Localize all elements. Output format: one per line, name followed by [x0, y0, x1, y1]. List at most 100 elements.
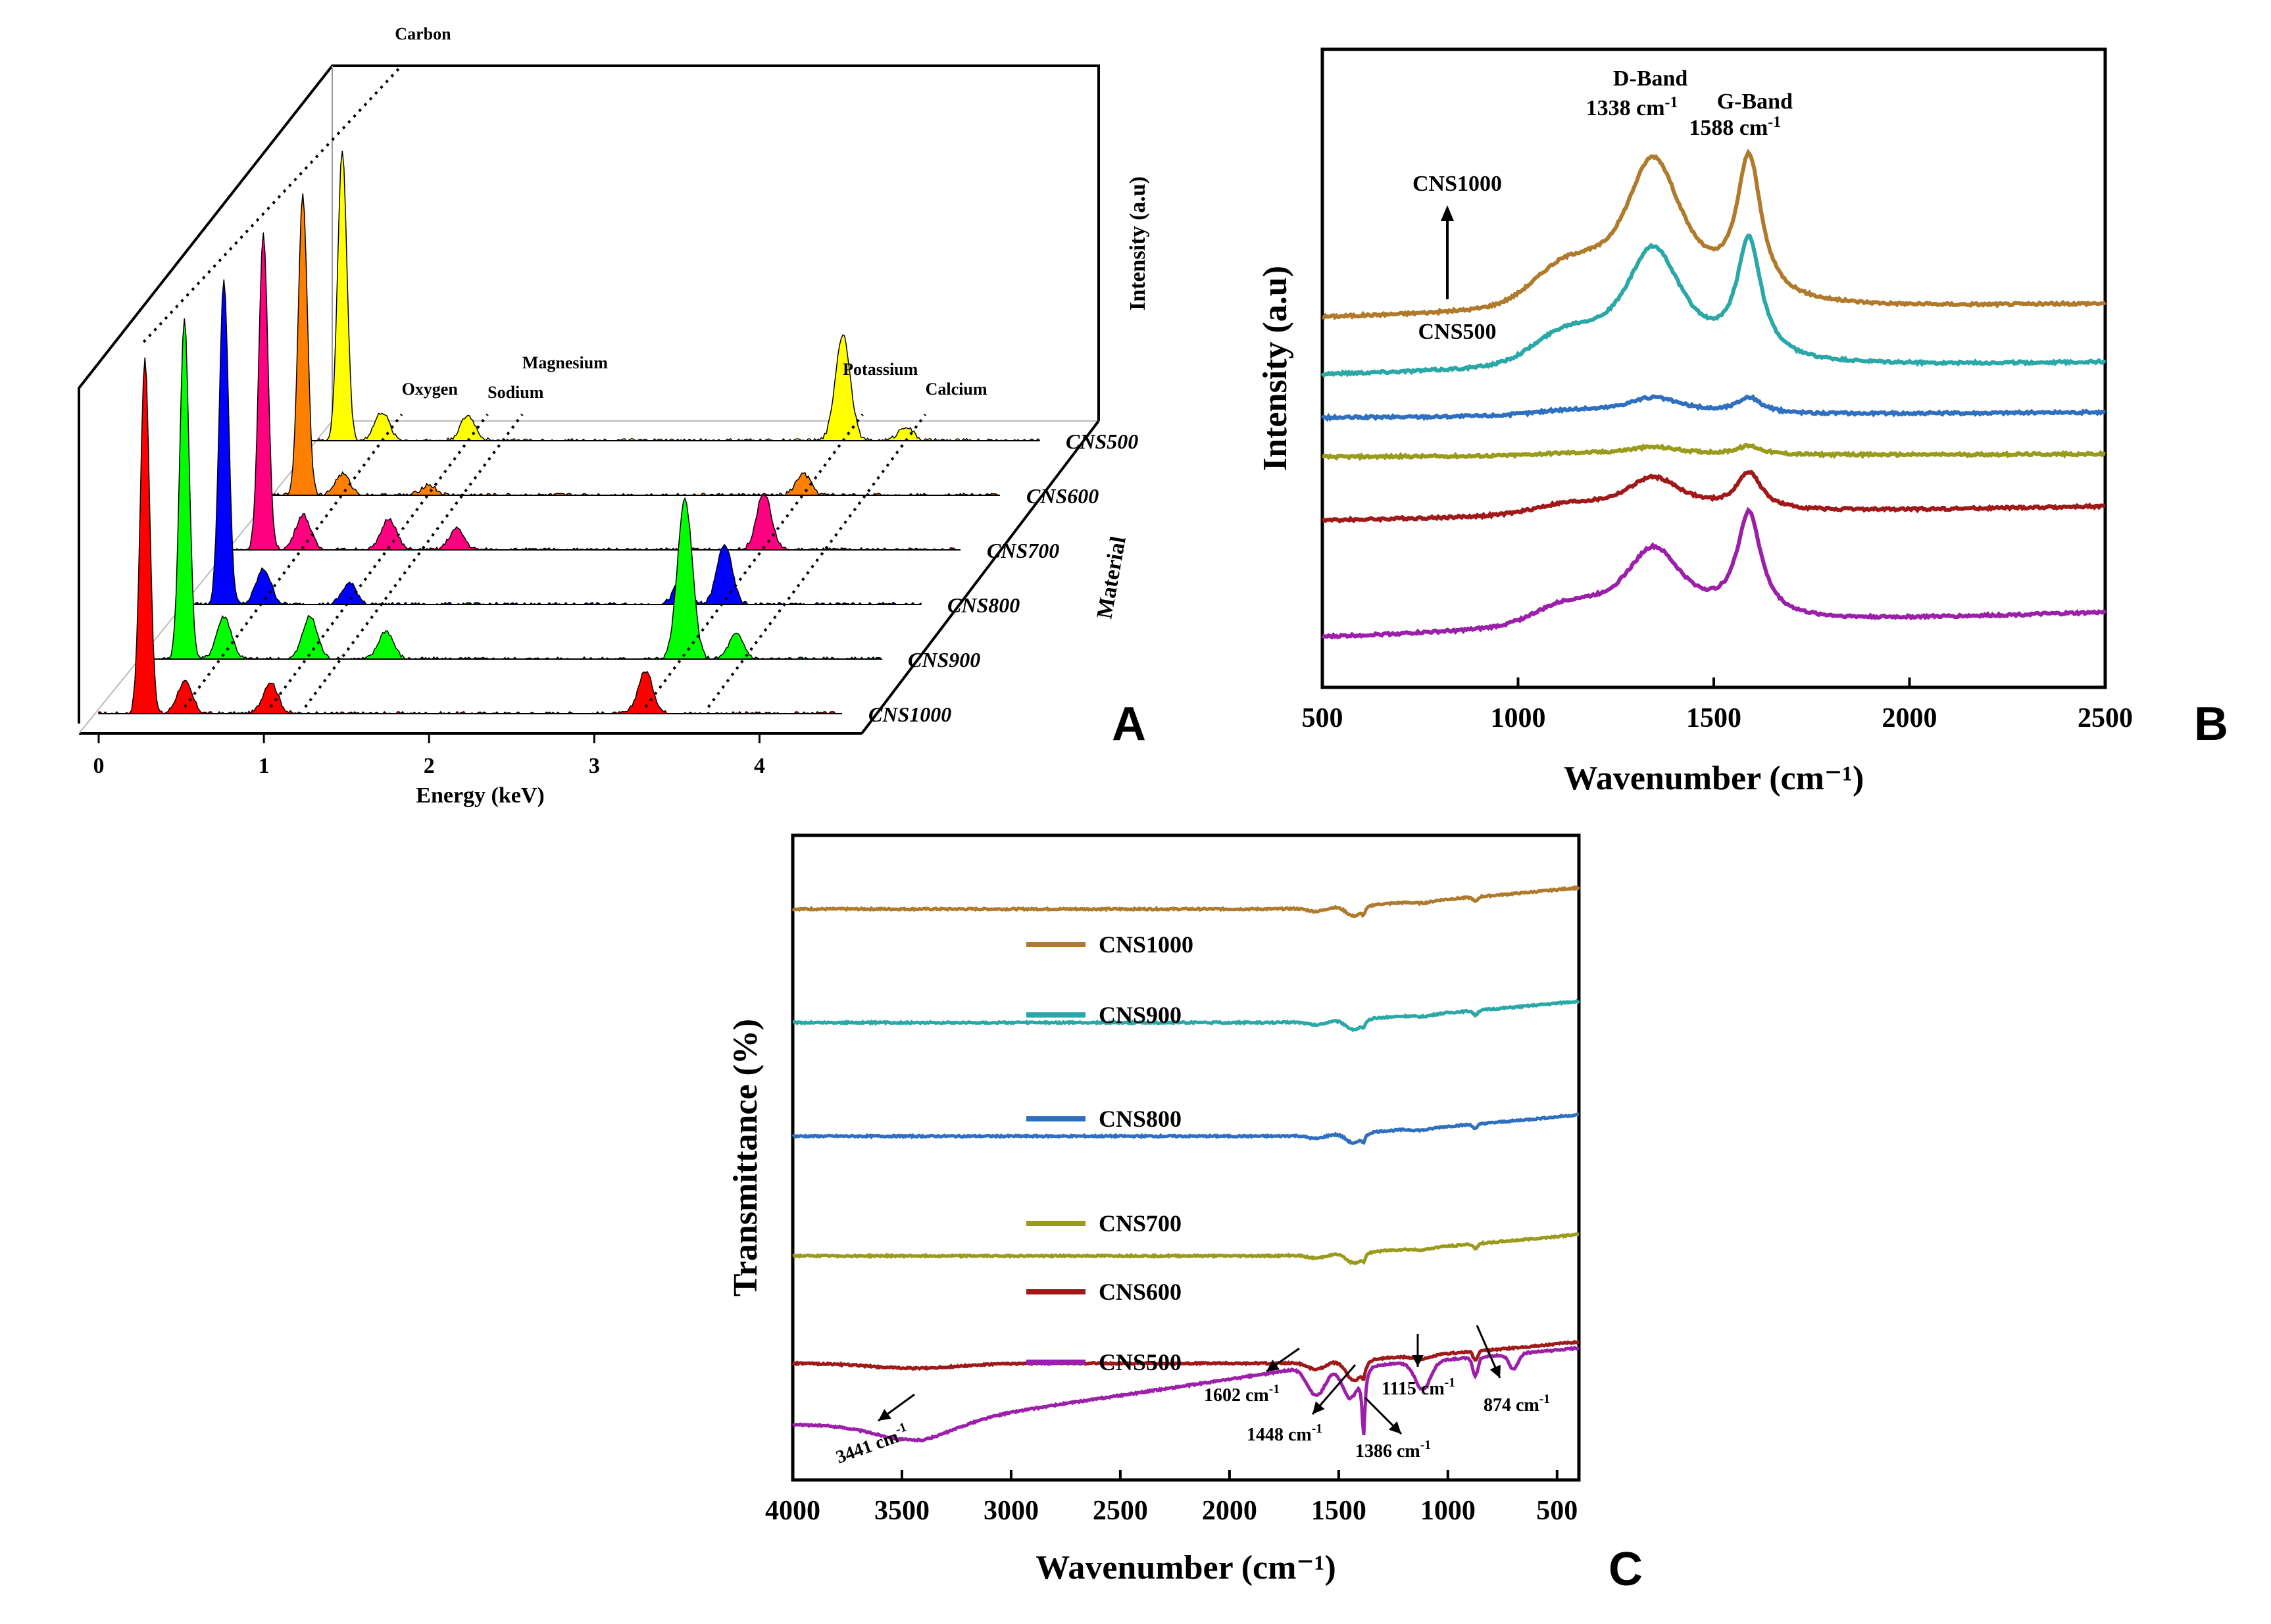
panel-c-plot-frame: [791, 833, 1581, 1482]
a-element-label-carbon: Carbon: [395, 24, 451, 43]
c-peak-label: 1115 cm-1: [1382, 1376, 1455, 1399]
b-spectrum-cns700: [1322, 443, 2106, 462]
a-x-tick-label: 3: [589, 754, 600, 778]
c-peak-arrow-head: [1312, 1401, 1325, 1414]
a-series-label-cns500: CNS500: [1066, 430, 1138, 453]
a-element-label-magnesium: Magnesium: [522, 353, 608, 372]
panel-a-intensity-title: Intensity (a.u): [1126, 176, 1150, 310]
panel-a-x-title: Energy (keV): [416, 783, 544, 808]
panel-c-letter: C: [1609, 1543, 1643, 1596]
c-peak-label-value: 1448 cm: [1247, 1425, 1312, 1445]
c-peak-label-value: 1386 cm: [1355, 1441, 1420, 1462]
panel-a: 0 1 2 3 4 CNS500 CNS600 CNS700 CNS800 CNS900 CNS1…: [78, 24, 1150, 808]
panel-b-y-title: Intensity (a.u): [1257, 266, 1294, 471]
c-peak-label-superscript: -1: [1312, 1422, 1322, 1436]
b-x-tick-label: 2000: [1882, 703, 1937, 733]
panel-a-element-guides: [142, 64, 927, 708]
b-arrow-top-label: CNS1000: [1412, 172, 1502, 196]
c-x-tick-label: 2500: [1093, 1496, 1148, 1526]
a-guide-sodium: [269, 413, 489, 708]
c-peak-label-value: 1602 cm: [1204, 1385, 1269, 1406]
c-peak-arrow-head: [1412, 1355, 1424, 1367]
a-element-label-potassium: Potassium: [843, 360, 918, 379]
c-peak-label-superscript: -1: [1420, 1439, 1431, 1452]
b-x-tick-label: 500: [1302, 703, 1343, 733]
b-spectrum-cns900: [1320, 234, 2107, 378]
panel-a-3d-frame: [78, 64, 1100, 735]
c-peak-arrow-head: [878, 1409, 891, 1421]
a-guide-carbon: [142, 64, 403, 343]
c-peak-label-superscript: -1: [1269, 1383, 1280, 1396]
c-x-tick-label: 2000: [1202, 1496, 1257, 1526]
a-spectrum-cns800: [176, 279, 922, 606]
b-arrow-head: [1441, 205, 1454, 221]
c-peak-label: 1602 cm-1: [1204, 1383, 1280, 1406]
b-x-tick-label: 1500: [1686, 703, 1741, 733]
c-peak-label: 1448 cm-1: [1247, 1422, 1322, 1445]
panel-b-x-ticks: 500 1000 1500 2000 2500: [1302, 677, 2133, 733]
c-peak-label-value: 1115 cm: [1382, 1379, 1445, 1399]
c-spectrum-cns1000: [791, 885, 1580, 919]
b-g-band-name: G-Band: [1717, 89, 1793, 114]
c-legend-label-cns800: CNS800: [1099, 1106, 1182, 1132]
panel-c-y-title: Transmittance (%): [727, 1019, 764, 1296]
a-x-tick-label: 2: [424, 754, 435, 778]
a-x-tick-label: 0: [93, 754, 105, 778]
a-guide-oxygen: [183, 413, 403, 708]
c-spectrum-cns900: [792, 998, 1580, 1033]
a-spectrum-cns600: [256, 193, 1000, 497]
b-x-tick-label: 2500: [2078, 703, 2133, 733]
c-x-tick-label: 1500: [1311, 1496, 1366, 1526]
b-spectrum-cns600: [1321, 470, 2106, 524]
c-x-tick-label: 4000: [765, 1496, 820, 1526]
c-legend-label-cns600: CNS600: [1099, 1279, 1182, 1305]
c-peak-label-value: 874 cm: [1484, 1395, 1539, 1415]
panel-c-legend: CNS1000 CNS900 CNS800 CNS700 CNS600 CNS500: [1026, 931, 1193, 1375]
panel-a-letter: A: [1112, 698, 1146, 750]
a-depth-axis: [861, 420, 1100, 735]
c-peak-label: 1386 cm-1: [1355, 1439, 1431, 1462]
panel-b: 500 1000 1500 2000 2500 D-Band 1338 cm-1 G-Ban…: [1257, 47, 2228, 797]
a-series-label-cns800: CNS800: [947, 593, 1020, 617]
a-guide-magnesium: [304, 413, 524, 708]
panel-c-x-title: Wavenumber (cm⁻¹): [1036, 1549, 1336, 1587]
panel-c: 4000 3500 3000 2500 2000 1500 1000 500 CNS1000C…: [727, 833, 1643, 1596]
a-element-label-oxygen: Oxygen: [402, 380, 459, 399]
c-x-tick-label: 3000: [984, 1496, 1039, 1526]
b-d-band-value: 1338 cm-1: [1586, 94, 1678, 120]
panel-a-material-title: Material: [1092, 535, 1130, 621]
c-peak-label: 874 cm-1: [1484, 1392, 1550, 1415]
panel-c-spectra: [791, 885, 1580, 1443]
c-peak-label-superscript: -1: [1445, 1376, 1455, 1390]
c-spectrum-cns800: [791, 1112, 1580, 1145]
a-series-label-cns1000: CNS1000: [868, 702, 951, 726]
c-x-tick-label: 3500: [874, 1496, 930, 1526]
c-peak-arrow-head: [1489, 1364, 1501, 1378]
a-x-tick-label: 4: [754, 754, 765, 778]
b-d-band-name: D-Band: [1613, 66, 1687, 91]
b-arrow-bottom-label: CNS500: [1418, 320, 1496, 344]
a-element-label-calcium: Calcium: [926, 380, 987, 399]
b-g-band-value: 1588 cm-1: [1689, 114, 1781, 140]
c-legend-label-cns900: CNS900: [1099, 1002, 1182, 1028]
a-spectrum-cns900: [137, 318, 883, 660]
panel-a-spectra: [98, 151, 1040, 715]
a-guide-calcium: [707, 413, 927, 708]
panel-c-x-ticks: 4000 3500 3000 2500 2000 1500 1000 500: [765, 1470, 1578, 1526]
c-x-tick-label: 1000: [1420, 1496, 1476, 1526]
a-guide-potassium: [644, 413, 864, 708]
b-x-tick-label: 1000: [1491, 703, 1546, 733]
b-spectrum-cns500: [1321, 506, 2107, 640]
c-spectrum-cns500: [792, 1345, 1580, 1443]
c-peak-arrow-head: [1388, 1421, 1401, 1434]
a-series-label-cns900: CNS900: [908, 648, 980, 672]
c-peak-label-superscript: -1: [893, 1420, 909, 1437]
c-peak-arrow-head: [1266, 1360, 1280, 1371]
panel-b-spectra: [1320, 148, 2107, 640]
a-x-tick-label: 1: [259, 754, 270, 778]
c-spectrum-cns700: [792, 1232, 1580, 1266]
b-g-band-value-superscript: -1: [1768, 114, 1781, 131]
